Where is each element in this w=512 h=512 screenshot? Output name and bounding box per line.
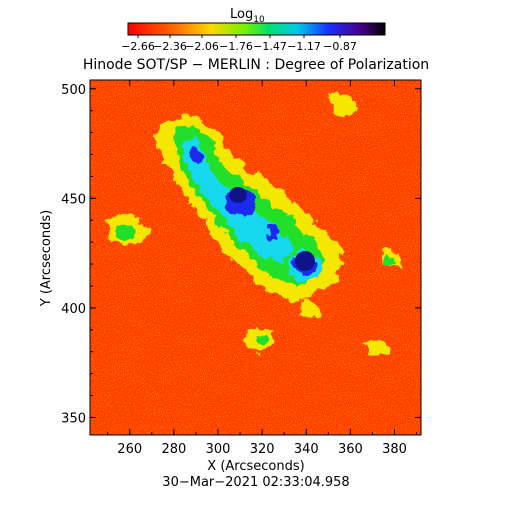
x-tick-label: 380 bbox=[382, 442, 407, 457]
y-tick-label: 450 bbox=[61, 192, 86, 207]
x-tick-label: 260 bbox=[117, 442, 142, 457]
y-axis: 350 400 450 500 bbox=[61, 83, 421, 426]
x-tick-label: 340 bbox=[294, 442, 319, 457]
x-tick-label: 280 bbox=[161, 442, 186, 457]
y-tick-label: 500 bbox=[61, 83, 86, 98]
plot-frame bbox=[89, 79, 422, 436]
colorbar-tick-label: −1.17 bbox=[287, 40, 321, 53]
colorbar-tick-label: −2.66 bbox=[121, 40, 155, 53]
timestamp: 30−Mar−2021 02:33:04.958 bbox=[162, 475, 349, 490]
colorbar-ticks: −2.66−2.36−2.06 −1.76 −1.47 −1.17 −0.87 bbox=[121, 35, 357, 53]
colorbar-tick-label: −0.87 bbox=[323, 40, 357, 53]
x-tick-label: 360 bbox=[338, 442, 363, 457]
y-axis-label: Y (Arcseconds) bbox=[39, 210, 54, 307]
x-tick-label: 320 bbox=[250, 442, 275, 457]
polarization-map bbox=[90, 80, 421, 435]
colorbar-tick-label: −1.47 bbox=[253, 40, 287, 53]
colorbar-tick-label: −2.36 bbox=[153, 40, 187, 53]
plot-title: Hinode SOT/SP − MERLIN : Degree of Polar… bbox=[83, 57, 429, 73]
x-tick-label: 300 bbox=[206, 442, 231, 457]
x-axis-label: X (Arcseconds) bbox=[207, 459, 304, 474]
sunspot-east bbox=[229, 187, 247, 203]
colorbar-tick-label: −2.06 bbox=[185, 40, 219, 53]
colorbar-tick-label: −1.76 bbox=[219, 40, 253, 53]
y-tick-label: 350 bbox=[61, 411, 86, 426]
colorbar bbox=[127, 22, 386, 36]
colorbar-label: Log10 bbox=[230, 7, 265, 25]
sunspot-west bbox=[295, 251, 315, 271]
y-tick-label: 400 bbox=[61, 302, 86, 317]
x-axis: 260 280 300 320 340 360 380 bbox=[107, 80, 418, 457]
